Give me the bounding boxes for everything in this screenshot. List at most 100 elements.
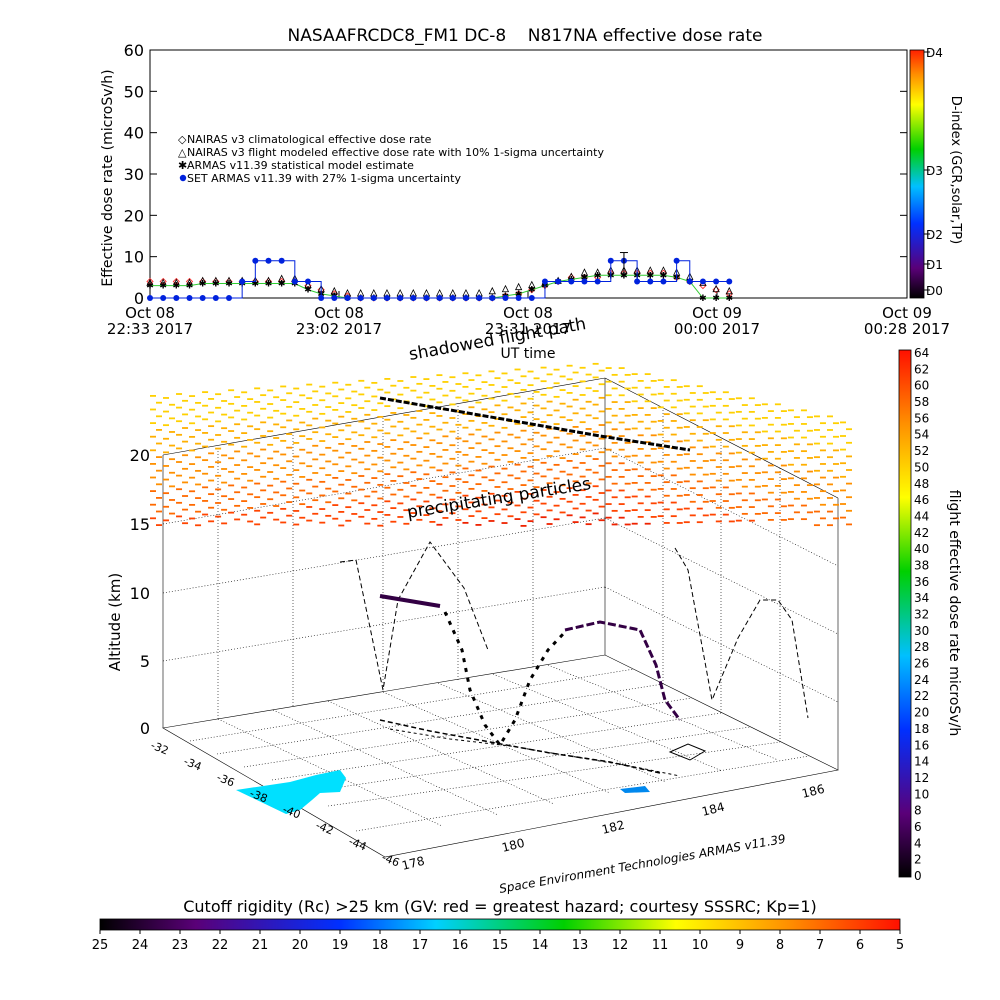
particle-mark	[351, 458, 358, 461]
particle-mark	[494, 377, 501, 380]
particle-mark	[663, 522, 670, 524]
particle-mark	[358, 420, 365, 423]
particle-mark	[403, 441, 410, 444]
particle-mark	[585, 400, 592, 403]
particle-mark	[215, 434, 222, 436]
altitude-tick-label: 5	[140, 652, 150, 671]
particle-mark	[351, 485, 358, 488]
particle-mark	[806, 470, 813, 473]
particle-mark	[533, 391, 540, 393]
particle-mark	[208, 520, 215, 523]
data-point: ✱	[699, 294, 707, 304]
particle-mark	[345, 424, 352, 427]
particle-mark	[748, 478, 755, 481]
particle-mark	[410, 512, 417, 514]
particle-mark	[364, 413, 371, 416]
particle-mark	[514, 504, 521, 507]
dose-rate-tick-label: 8	[914, 804, 922, 818]
particle-mark	[228, 402, 235, 405]
particle-mark	[351, 499, 358, 502]
particle-mark	[605, 421, 612, 424]
particle-mark	[455, 423, 462, 426]
legend-marker-flight-modeled: △	[178, 146, 187, 159]
particle-mark	[709, 472, 716, 475]
particle-mark	[481, 503, 488, 506]
dindex-ticks: D0 D1 D2 D3 D4	[924, 46, 943, 298]
particle-mark	[195, 510, 202, 513]
particle-mark	[195, 401, 202, 404]
particle-mark	[657, 488, 664, 490]
data-point	[186, 295, 193, 301]
particle-mark	[267, 457, 274, 460]
particle-mark	[481, 462, 488, 465]
particle-mark	[631, 427, 638, 430]
particle-mark	[436, 510, 443, 513]
particle-mark	[293, 510, 300, 512]
particle-mark	[358, 379, 365, 382]
particle-mark	[416, 382, 423, 385]
particle-mark	[163, 410, 170, 413]
longitude-tick-label: 178	[400, 854, 426, 873]
particle-mark	[774, 485, 781, 487]
particle-mark	[754, 472, 761, 474]
data-point	[278, 277, 286, 286]
particle-mark	[468, 419, 475, 422]
particle-mark	[722, 472, 729, 475]
particle-mark	[221, 440, 228, 443]
particle-mark	[371, 449, 378, 452]
particle-mark	[559, 443, 566, 446]
data-point	[725, 290, 733, 298]
particle-mark	[293, 401, 300, 404]
particle-mark	[358, 461, 365, 464]
dose-rate-tick-label: 28	[914, 640, 929, 654]
particle-mark	[286, 501, 293, 503]
particle-mark	[169, 471, 176, 474]
particle-mark	[676, 454, 683, 456]
data-point: ✱	[515, 290, 523, 300]
particle-mark	[306, 397, 313, 400]
particle-mark	[319, 399, 326, 402]
particle-mark	[683, 466, 690, 469]
particle-mark	[514, 382, 521, 384]
particle-mark	[702, 405, 709, 408]
data-point: ✱	[173, 282, 181, 292]
particle-mark	[384, 514, 391, 516]
particle-mark	[215, 420, 222, 423]
x-tick-label: 23:02 2017	[296, 320, 382, 338]
particle-mark	[735, 506, 742, 508]
particle-mark	[475, 496, 482, 499]
particle-mark	[436, 387, 443, 390]
credit-text: Space Environment Technologies ARMAS v11…	[498, 832, 787, 896]
legend-marker-armas-model: ✱	[178, 159, 187, 172]
particle-mark	[819, 435, 826, 438]
particle-mark	[631, 413, 638, 416]
data-point	[331, 295, 338, 301]
particle-mark	[351, 431, 358, 434]
particle-mark	[416, 505, 423, 508]
particle-mark	[657, 447, 664, 450]
particle-mark	[728, 398, 735, 400]
particle-mark	[423, 446, 430, 448]
particle-mark	[624, 401, 631, 403]
particle-mark	[767, 410, 774, 412]
particle-mark	[384, 391, 391, 394]
data-point	[646, 266, 654, 274]
particle-mark	[657, 460, 664, 463]
particle-mark	[598, 505, 605, 508]
particle-mark	[780, 410, 787, 413]
particle-mark	[761, 498, 768, 501]
particle-mark	[364, 509, 371, 511]
particle-mark	[767, 478, 774, 480]
particle-mark	[260, 421, 267, 424]
particle-mark	[390, 520, 397, 523]
data-point: ✱	[660, 271, 668, 281]
data-point	[581, 278, 588, 285]
particle-mark	[208, 466, 215, 468]
particle-mark	[462, 453, 469, 456]
particle-mark	[592, 458, 599, 460]
particle-mark	[260, 407, 267, 410]
particle-mark	[234, 396, 241, 398]
particle-mark	[215, 406, 222, 409]
particle-mark	[546, 441, 553, 444]
dose-rate-tick-label: 4	[914, 836, 922, 850]
